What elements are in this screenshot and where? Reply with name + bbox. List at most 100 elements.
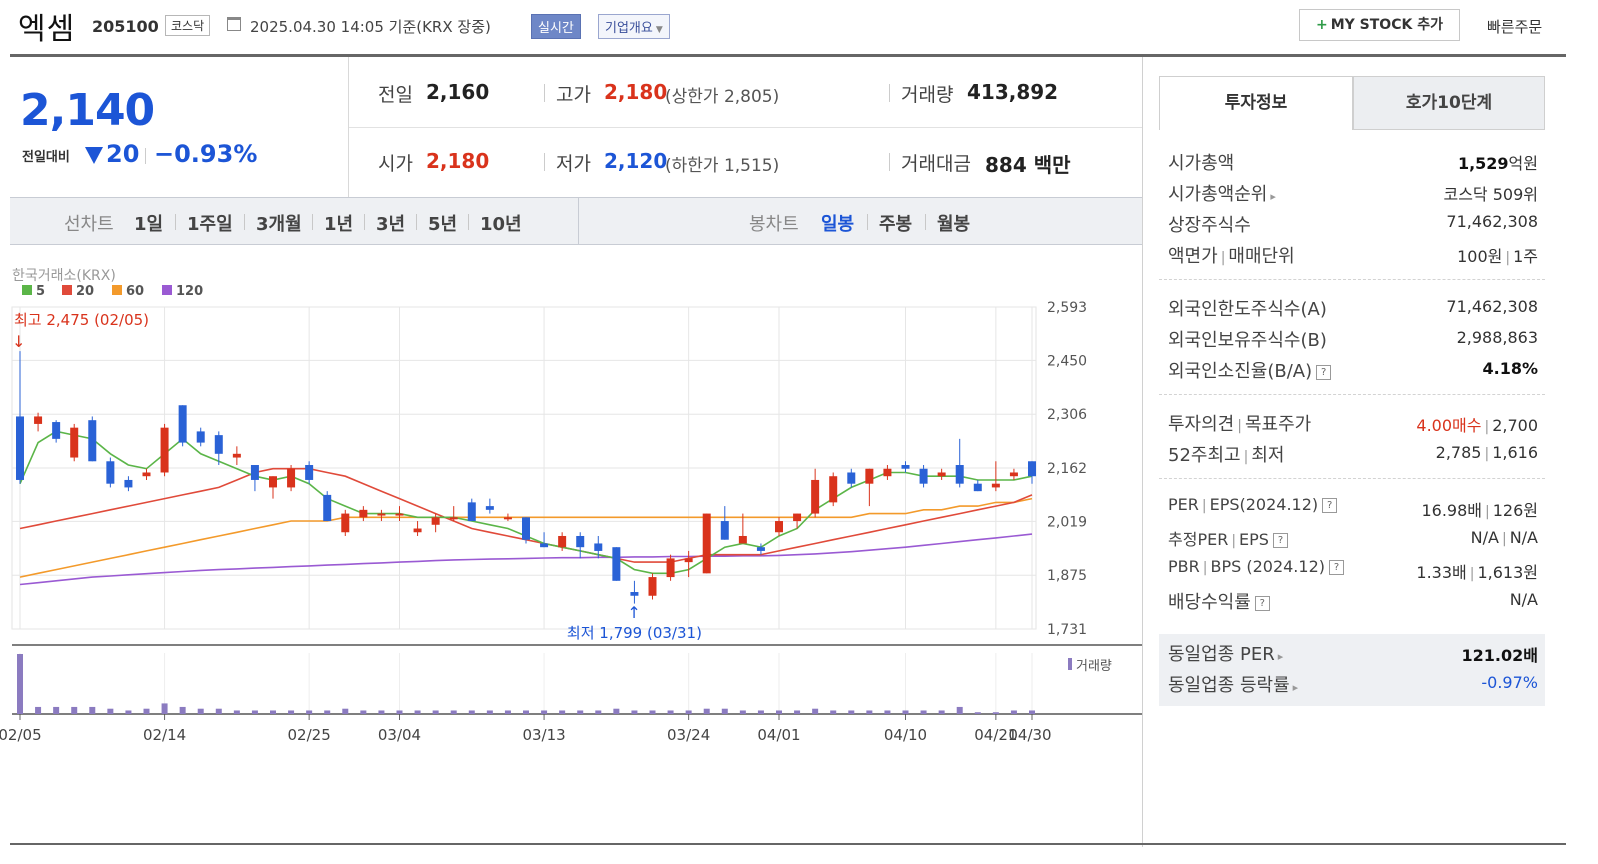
arrow-down-icon: ↓ (12, 332, 25, 351)
pbr-label: PBR | BPS (2024.12)? (1168, 557, 1344, 576)
volume-bar (649, 710, 656, 714)
my-stock-label: MY STOCK 추가 (1330, 17, 1443, 33)
help-icon[interactable]: ? (1322, 498, 1338, 513)
candle-body (666, 558, 675, 578)
dividend-label-text: 배당수익률 (1168, 592, 1251, 613)
market-cap-rank-link[interactable]: 시가총액순위 ▸ (1168, 180, 1276, 206)
tab-10year[interactable]: 10년 (480, 214, 522, 235)
help-icon[interactable]: ? (1272, 533, 1288, 548)
tab-1week[interactable]: 1주일 (187, 214, 233, 235)
x-tick-label: 04/10 (884, 726, 927, 744)
my-stock-add-button[interactable]: + MY STOCK 추가 (1299, 9, 1460, 41)
candle-body (142, 472, 151, 477)
eps-value-text: 126원 (1492, 501, 1538, 520)
candle-body (1009, 472, 1018, 477)
peer-per-link[interactable]: 동일업종 PER ▸ (1168, 640, 1283, 666)
tab-monthly[interactable]: 월봉 (937, 214, 971, 235)
candle-body (973, 483, 982, 492)
volume-bar (685, 710, 692, 714)
candle-body (232, 453, 241, 458)
tab-3year[interactable]: 3년 (376, 214, 406, 235)
divider (578, 198, 579, 244)
candle-body (684, 558, 693, 563)
volume-bar (53, 706, 60, 714)
market-cap-number: 1,529 (1457, 154, 1509, 173)
volume-bar (504, 710, 511, 714)
volume-bar (125, 710, 132, 714)
stock-code: 205100 (92, 17, 159, 36)
help-icon[interactable]: ? (1316, 364, 1332, 380)
bps-label-text: BPS (2024.12) (1210, 557, 1325, 576)
candle-body (503, 517, 512, 520)
est-per-label-text: 추정PER (1168, 530, 1229, 549)
candle-chart-label: 봉차트 (749, 214, 799, 235)
legend-label: 60 (126, 284, 144, 299)
divider (1159, 394, 1545, 395)
company-overview-dropdown[interactable]: 기업개요 ▼ (598, 14, 670, 39)
help-icon[interactable]: ? (1328, 560, 1344, 575)
tab-investment-info[interactable]: 투자정보 (1159, 76, 1353, 130)
volume-bar (1029, 710, 1035, 714)
volume-bar (35, 706, 42, 714)
eps-label-text: EPS(2024.12) (1209, 495, 1319, 514)
separator: | (1469, 566, 1475, 582)
foreign-holding-value: 2,988,863 (1456, 328, 1538, 347)
moving-average-ma5 (19, 430, 1033, 575)
volume-bar (161, 703, 168, 714)
help-icon[interactable]: ? (1254, 595, 1270, 611)
tab-order-book[interactable]: 호가10단계 (1353, 76, 1545, 130)
y-tick-label: 2,162 (1047, 461, 1087, 477)
y-tick-label: 2,019 (1047, 514, 1087, 530)
volume-bar (721, 708, 728, 714)
upper-limit: (상한가 2,805) (665, 87, 780, 107)
foreign-limit-label: 외국인한도주식수(A) (1168, 299, 1327, 320)
x-tick-label: 03/04 (378, 726, 421, 744)
peer-change-link[interactable]: 동일업종 등락률 ▸ (1168, 671, 1298, 697)
divider (468, 214, 469, 230)
par-value-value: 100원 | 1주 (1457, 243, 1538, 267)
candle-body (485, 506, 494, 510)
tab-3month[interactable]: 3개월 (256, 214, 302, 235)
tab-daily[interactable]: 일봉 (821, 214, 855, 235)
high-label: 고가 (556, 84, 591, 106)
divider (1159, 478, 1545, 479)
price-chart[interactable]: 2,593 2,450 2,306 2,162 2,019 1,875 1,731 02/05… (0, 258, 1142, 758)
peer-summary (1159, 634, 1545, 706)
quick-order-link[interactable]: 빠른주문 (1487, 18, 1543, 36)
company-overview-label: 기업개요 (605, 21, 653, 36)
market-badge: 코스닥 (165, 15, 211, 36)
min-annotation: 최저 1,799 (03/31) (567, 624, 702, 642)
candle-body (287, 468, 296, 488)
candle-body (937, 472, 946, 477)
volume-bar (631, 710, 638, 714)
divider (1142, 57, 1143, 847)
candle-body (522, 517, 530, 540)
quote-datetime: 2025.04.30 14:05 기준(KRX 장중) (250, 18, 491, 36)
divider (364, 214, 365, 230)
tab-weekly[interactable]: 주봉 (879, 214, 913, 235)
candle-body (865, 468, 874, 484)
tab-5year[interactable]: 5년 (428, 214, 458, 235)
trade-amount-value: 884 백만 (985, 153, 1071, 177)
investment-opinion-value: 4.00매수 (1416, 416, 1482, 435)
tab-1year[interactable]: 1년 (324, 214, 354, 235)
opinion-label: 투자의견 | 목표주가 (1168, 410, 1311, 436)
est-per-label: 추정PER | EPS? (1168, 526, 1288, 550)
volume-bar (595, 710, 602, 714)
volume-bar (541, 710, 548, 714)
volume-bar (956, 706, 963, 714)
divider (244, 214, 245, 230)
volume-bar (143, 708, 150, 714)
realtime-button[interactable]: 실시간 (531, 14, 581, 39)
volume-bar (667, 710, 674, 714)
candle-body (305, 465, 314, 480)
candle-body (178, 405, 187, 443)
x-tick-label: 02/14 (143, 726, 186, 744)
tab-1day[interactable]: 1일 (134, 214, 164, 235)
candle-body (612, 547, 621, 581)
investment-opinion-label: 투자의견 (1168, 414, 1235, 435)
foreign-limit-value: 71,462,308 (1446, 297, 1538, 316)
x-tick-label: 04/01 (757, 726, 800, 744)
volume-bar (577, 710, 584, 714)
volume-bar (613, 708, 620, 714)
